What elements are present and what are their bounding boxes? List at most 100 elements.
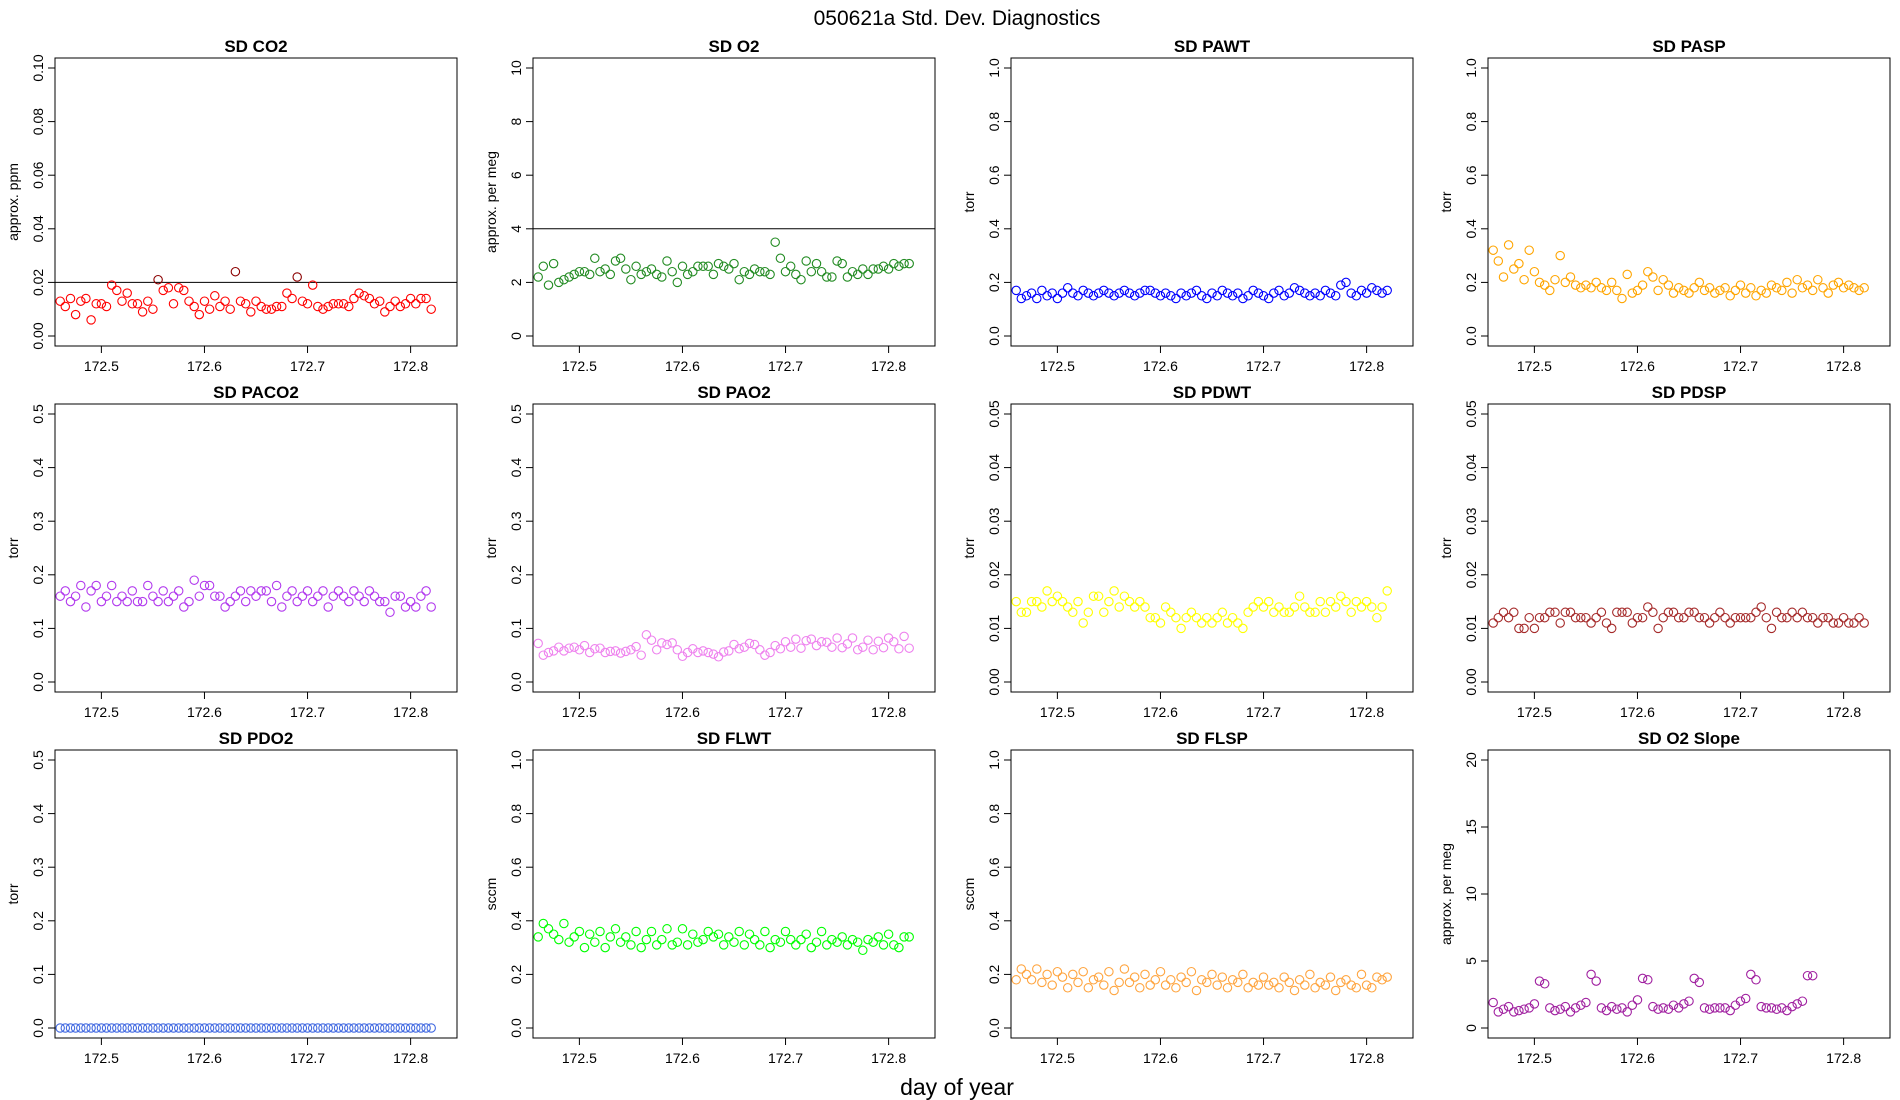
y-tick-label: 0.4 bbox=[508, 911, 524, 931]
data-point bbox=[1854, 612, 1864, 623]
data-point bbox=[1073, 291, 1083, 301]
figure-title: 050621a Std. Dev. Diagnostics bbox=[814, 7, 1101, 30]
data-point bbox=[1740, 993, 1751, 1004]
data-point bbox=[1176, 288, 1186, 298]
data-point bbox=[1715, 607, 1725, 618]
data-point bbox=[615, 648, 626, 658]
data-point bbox=[1663, 607, 1674, 618]
data-point bbox=[1632, 285, 1643, 296]
data-point bbox=[1632, 995, 1643, 1005]
data-point bbox=[1519, 1004, 1529, 1014]
data-point bbox=[143, 580, 153, 591]
panel-title: SD CO2 bbox=[224, 37, 287, 56]
data-point bbox=[1356, 969, 1367, 980]
data-point bbox=[770, 934, 780, 945]
data-point bbox=[1601, 285, 1612, 296]
data-point bbox=[796, 274, 806, 285]
data-point bbox=[1057, 596, 1068, 607]
data-point bbox=[307, 280, 318, 290]
y-tick-label: 0.5 bbox=[30, 750, 46, 770]
data-point bbox=[1606, 277, 1617, 288]
data-point bbox=[1751, 291, 1761, 301]
data-point bbox=[1140, 602, 1150, 612]
data-point bbox=[333, 299, 344, 309]
x-tick-label: 172.8 bbox=[1349, 358, 1384, 374]
data-point bbox=[395, 591, 406, 601]
data-point bbox=[318, 304, 328, 314]
data-point bbox=[1372, 285, 1382, 296]
data-point bbox=[548, 258, 559, 269]
data-point bbox=[1560, 1001, 1571, 1012]
data-point bbox=[569, 932, 579, 942]
data-point bbox=[1207, 969, 1217, 980]
y-tick-label: 0.6 bbox=[1463, 165, 1479, 185]
data-point bbox=[677, 261, 688, 272]
data-point bbox=[158, 285, 168, 296]
data-point bbox=[1279, 607, 1289, 618]
data-point bbox=[1694, 277, 1705, 288]
y-tick-label: 0.6 bbox=[508, 857, 524, 877]
data-point bbox=[302, 299, 313, 309]
data-point bbox=[1777, 1003, 1787, 1013]
data-point bbox=[1560, 607, 1571, 618]
data-point bbox=[878, 261, 889, 272]
data-point bbox=[1668, 607, 1679, 618]
data-point bbox=[271, 1023, 282, 1033]
data-point bbox=[1565, 272, 1576, 282]
data-point bbox=[904, 932, 914, 942]
data-point bbox=[235, 586, 246, 596]
data-point bbox=[137, 307, 148, 317]
x-tick-label: 172.7 bbox=[1723, 1050, 1758, 1066]
data-point bbox=[1160, 288, 1171, 298]
data-point bbox=[359, 291, 369, 301]
data-point bbox=[1761, 288, 1772, 298]
x-tick-label: 172.8 bbox=[871, 704, 906, 720]
data-point bbox=[1099, 607, 1109, 618]
data-point bbox=[1694, 977, 1705, 988]
data-point bbox=[1581, 280, 1591, 290]
x-tick-label: 172.6 bbox=[665, 358, 700, 374]
data-point bbox=[1243, 983, 1253, 993]
data-point bbox=[1310, 607, 1320, 618]
data-point bbox=[889, 258, 899, 269]
data-point bbox=[416, 1023, 426, 1033]
data-point bbox=[287, 1023, 297, 1033]
data-point bbox=[1109, 291, 1119, 301]
plot-frame bbox=[54, 749, 458, 1039]
data-point bbox=[1263, 980, 1274, 990]
x-tick-label: 172.6 bbox=[187, 704, 222, 720]
data-point bbox=[1253, 288, 1264, 298]
data-point bbox=[1274, 602, 1284, 612]
data-point bbox=[1782, 277, 1792, 288]
data-point bbox=[600, 942, 610, 953]
data-point bbox=[1555, 250, 1565, 261]
data-point bbox=[256, 586, 266, 596]
data-point bbox=[1119, 591, 1130, 601]
data-point bbox=[1300, 980, 1310, 990]
data-point bbox=[770, 640, 780, 651]
data-point bbox=[287, 293, 297, 304]
data-point bbox=[1114, 288, 1124, 298]
data-point bbox=[1243, 607, 1253, 618]
data-point bbox=[1550, 607, 1560, 618]
data-point bbox=[878, 642, 889, 653]
data-point bbox=[1114, 977, 1124, 988]
panel-title: SD PACO2 bbox=[213, 383, 299, 402]
data-point bbox=[349, 293, 359, 304]
data-point bbox=[148, 591, 158, 601]
y-tick-label: 0.3 bbox=[508, 511, 524, 531]
data-point bbox=[1248, 285, 1258, 296]
x-tick-label: 172.7 bbox=[768, 704, 803, 720]
data-point bbox=[230, 1023, 241, 1033]
data-point bbox=[86, 315, 96, 325]
data-point bbox=[1083, 288, 1094, 298]
data-point bbox=[749, 934, 760, 945]
y-tick-label: 0.0 bbox=[1463, 326, 1479, 346]
data-point bbox=[770, 237, 780, 247]
data-point bbox=[405, 596, 416, 607]
data-point bbox=[313, 301, 323, 312]
data-point bbox=[395, 301, 406, 312]
data-point bbox=[271, 301, 282, 312]
data-point bbox=[1756, 602, 1766, 612]
data-point bbox=[101, 591, 112, 601]
